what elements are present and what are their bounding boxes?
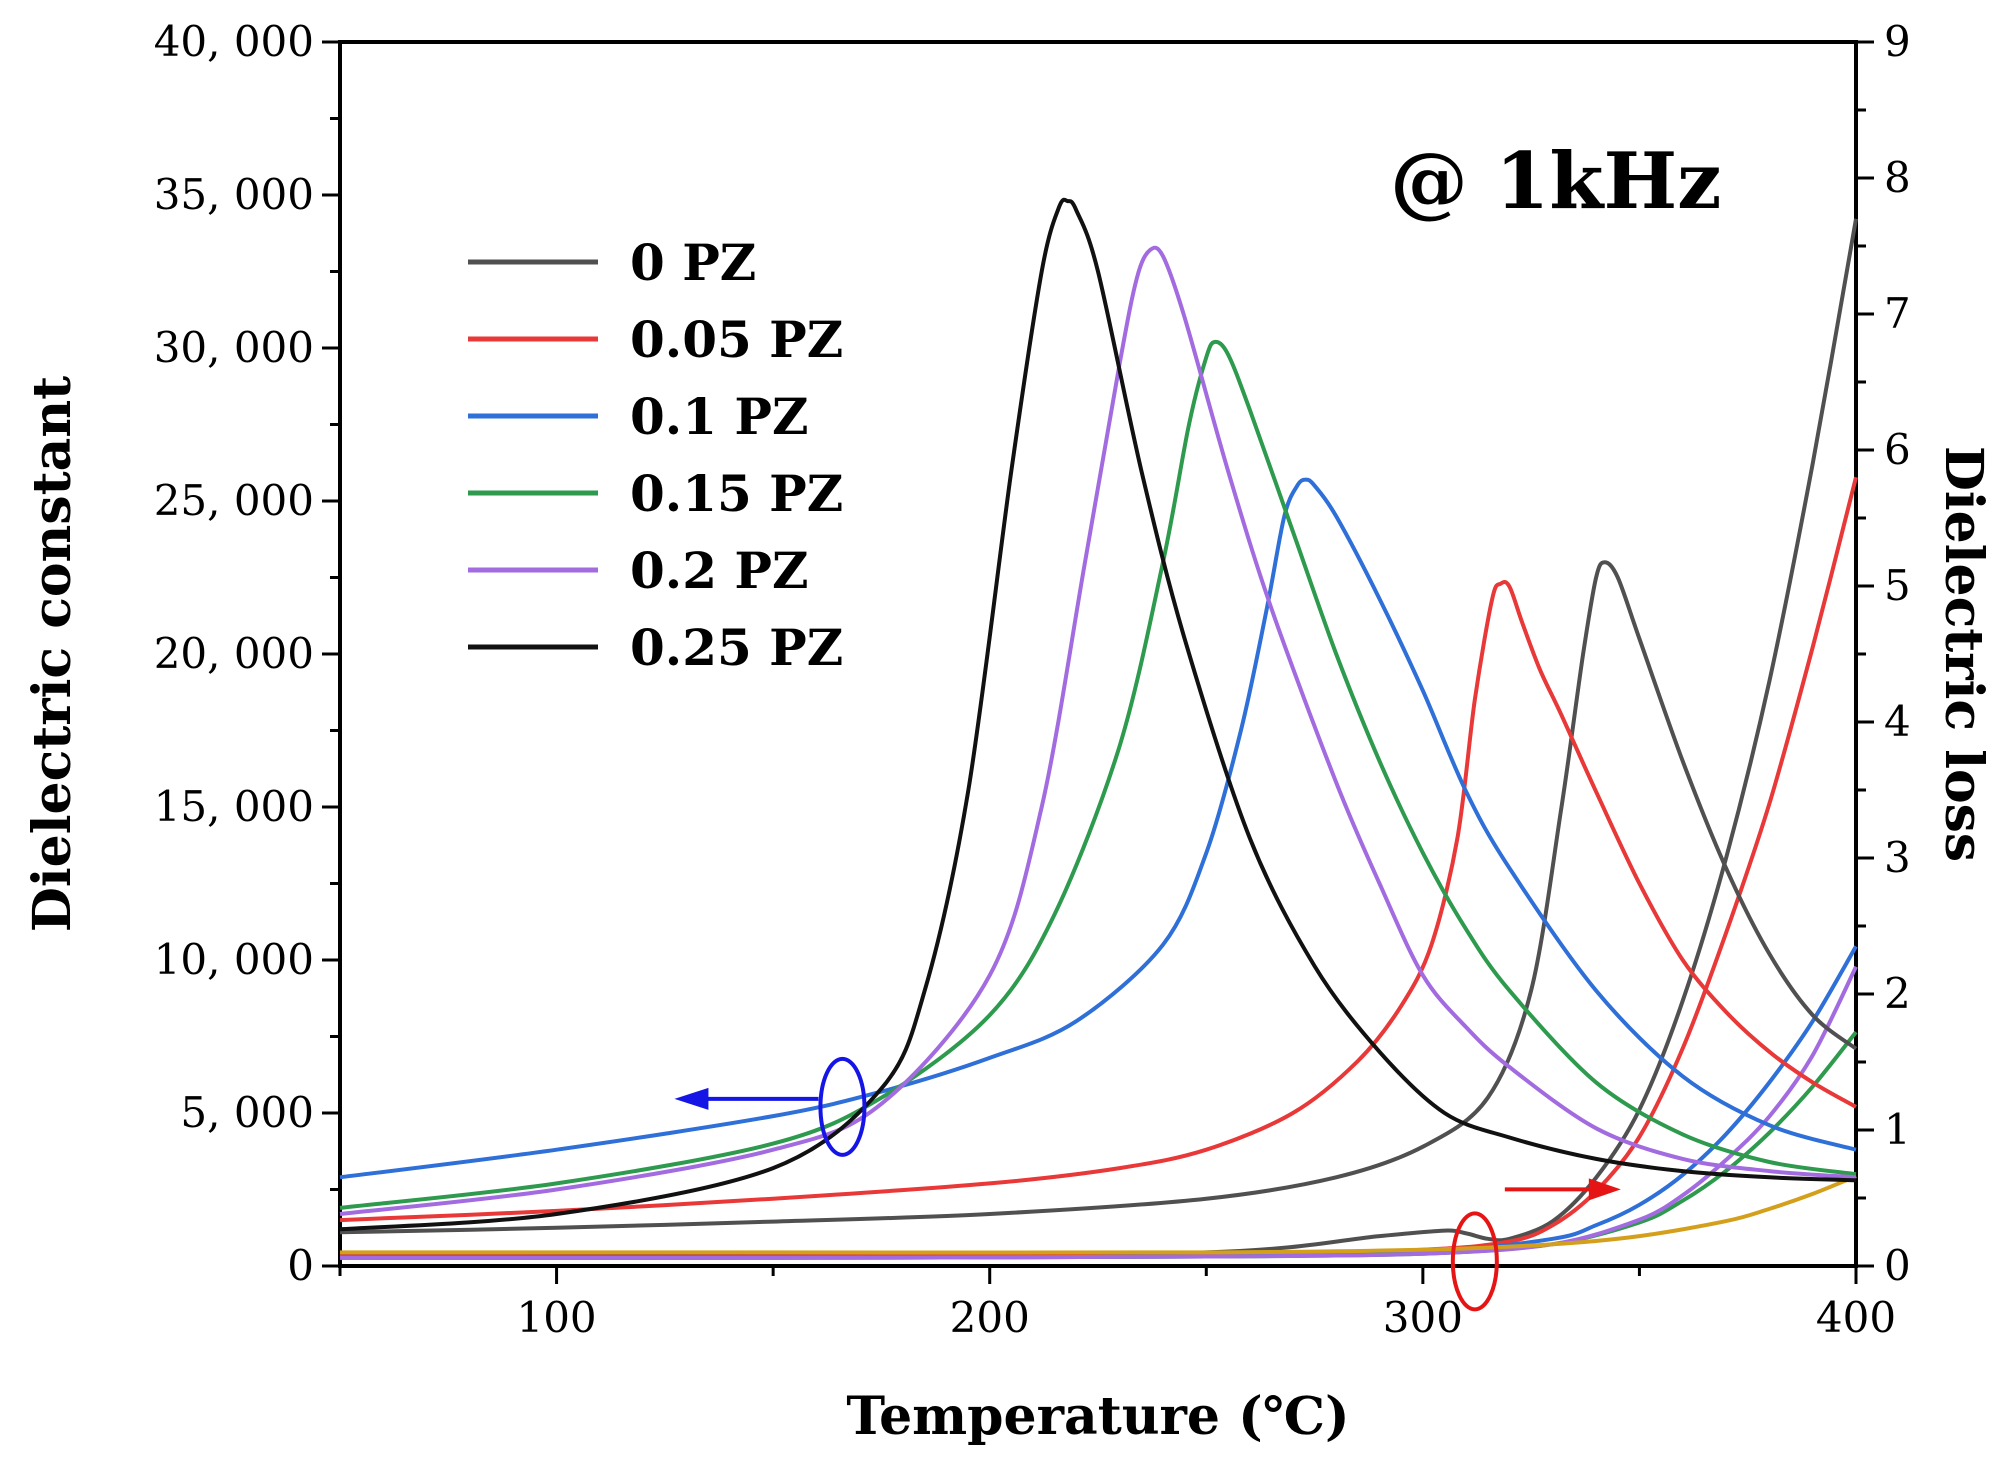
y-tick-label: 20, 000	[154, 629, 314, 678]
series-line-0-15-pz	[339, 339, 1857, 1210]
y-axis-title: Dielectric constant	[22, 376, 83, 932]
legend-label: 0.05 PZ	[630, 310, 843, 369]
y2-tick-label: 7	[1884, 289, 1911, 338]
y2-tick-label: 6	[1884, 425, 1911, 474]
y-tick-label: 40, 000	[154, 17, 314, 66]
axis-markers	[674, 1056, 1621, 1312]
x-tick-label: 200	[950, 1293, 1030, 1342]
y2-tick-label: 3	[1884, 833, 1911, 882]
y2-tick-label: 2	[1884, 969, 1911, 1018]
series-line-0-2-pz	[339, 245, 1857, 1216]
y-tick-label: 30, 000	[154, 323, 314, 372]
y2-tick-label: 8	[1884, 153, 1911, 202]
legend-label: 0.1 PZ	[630, 387, 809, 446]
y-tick-label: 35, 000	[154, 170, 314, 219]
x-axis-title: Temperature (℃)	[846, 1386, 1349, 1447]
y2-tick-label: 4	[1884, 697, 1911, 746]
y2-axis-title: Dielectric loss	[1933, 446, 1994, 862]
y2-tick-label: 9	[1884, 17, 1911, 66]
series-line-0-25-pz	[339, 197, 1857, 1232]
legend-label: 0.15 PZ	[630, 464, 843, 523]
x-tick-label: 100	[516, 1293, 596, 1342]
y-tick-label: 0	[287, 1241, 314, 1290]
legend-label: 0 PZ	[630, 233, 756, 292]
left-axis-marker-arrow-head	[674, 1087, 709, 1110]
y-tick-label: 10, 000	[154, 935, 314, 984]
series-lines	[339, 197, 1858, 1260]
y2-ticks: 0 1 2 3 4 5 6 7 8 9	[1856, 17, 1911, 1290]
series-line-0-05-pz	[339, 580, 1857, 1223]
right-axis-marker-arrow-head	[1588, 1178, 1621, 1201]
legend: 0 PZ 0.05 PZ 0.1 PZ 0.15 PZ 0.2 PZ 0.25 PZ	[468, 233, 843, 677]
series-line-0-25-pz-loss	[339, 1174, 1857, 1255]
y-tick-label: 5, 000	[180, 1088, 314, 1137]
legend-label: 0.25 PZ	[630, 618, 843, 677]
y-ticks: 0 5, 000 10, 000 15, 000 20, 000 25, 000 30, 0…	[154, 17, 340, 1290]
x-tick-label: 400	[1816, 1293, 1896, 1342]
y-tick-label: 15, 000	[154, 782, 314, 831]
x-ticks: 100 200 300 400	[338, 1266, 1896, 1342]
y-tick-label: 25, 000	[154, 476, 314, 525]
series-line-0-1-pz	[339, 477, 1857, 1180]
x-tick-label: 300	[1383, 1293, 1463, 1342]
series-line-0-2-pz-loss	[339, 965, 1858, 1260]
y2-tick-label: 1	[1884, 1105, 1911, 1154]
left-axis-marker-ellipse	[818, 1056, 867, 1157]
legend-label: 0.2 PZ	[630, 541, 809, 600]
frequency-annotation: @ 1kHz	[1390, 136, 1721, 227]
series-line-0-pz	[339, 560, 1858, 1235]
right-axis-marker-ellipse	[1450, 1211, 1499, 1312]
y2-tick-label: 5	[1884, 561, 1911, 610]
y2-tick-label: 0	[1884, 1241, 1911, 1290]
